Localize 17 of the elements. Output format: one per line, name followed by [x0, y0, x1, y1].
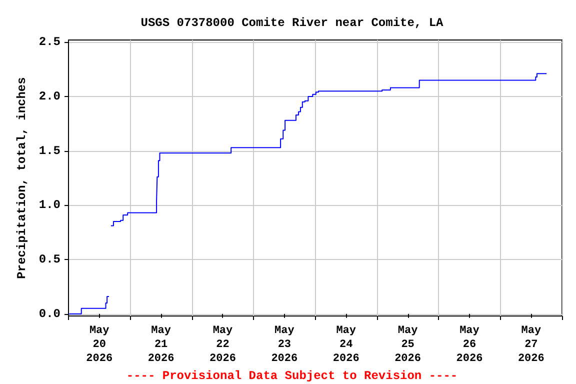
x-tick-label: May 23 2026: [271, 325, 298, 365]
text: ---- Provisional Data Subject to Revision ----: [126, 369, 458, 383]
x-tick-label: May 21 2026: [148, 325, 174, 365]
x-tick-label: May 20 2026: [86, 325, 113, 365]
y-tick-label: 2.5: [38, 35, 61, 50]
y-axis-title: Precipitation, total, inches: [15, 77, 29, 279]
x-tick-label: May 26 2026: [456, 325, 483, 365]
y-tick-label: 1.0: [38, 198, 61, 212]
x-tick-label: May 24 2026: [332, 325, 360, 365]
x-tick-label: May 25 2026: [394, 325, 421, 365]
y-tick-label: 0.0: [38, 306, 61, 321]
y-tick-label: 2.0: [38, 90, 61, 104]
x-tick-label: May 27 2026: [518, 325, 544, 365]
y-tick-label: 0.5: [38, 252, 61, 266]
x-tick-label: May 22 2026: [210, 325, 236, 365]
chart-title: USGS 07378000 Comite River near Comite, LA: [140, 16, 444, 30]
y-tick-label: 1.5: [38, 144, 61, 158]
